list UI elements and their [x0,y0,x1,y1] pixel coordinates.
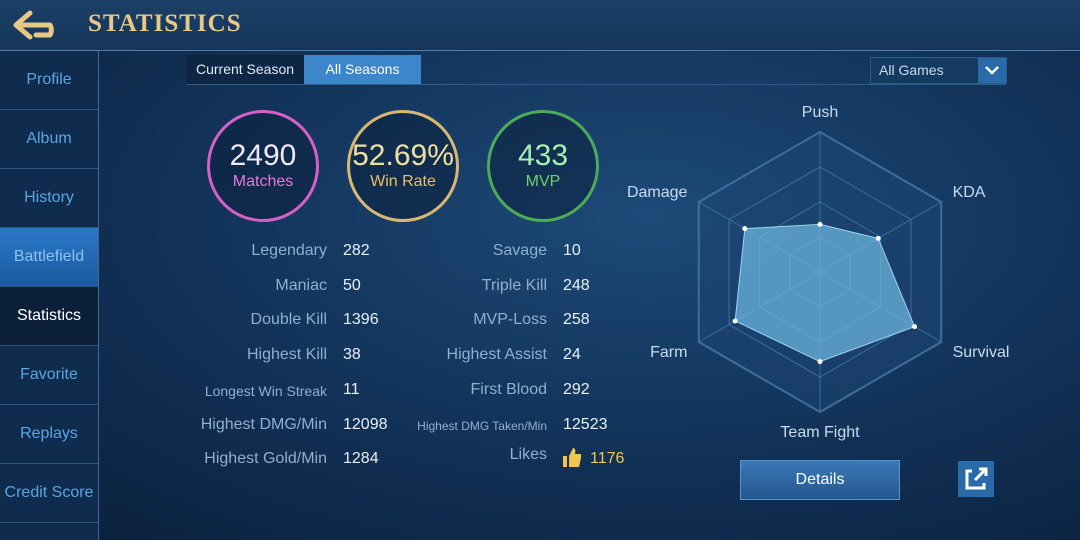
radar-axis-label: Farm [650,344,687,361]
stat-value: 12098 [343,415,388,433]
header-bar: STATISTICS [0,0,1080,51]
stat-label: Highest DMG Taken/Min [417,418,547,433]
details-button[interactable]: Details [740,460,900,500]
tab-divider [186,84,1006,85]
sidebar-item[interactable]: Credit Score [0,464,98,523]
summary-value: 52.69% [352,139,454,172]
sidebar-item[interactable]: Profile [0,51,98,110]
stat-value: 11 [343,380,360,398]
stat-label: Likes [509,446,547,464]
stat-value: 24 [563,346,581,364]
summary-label: Matches [232,173,294,190]
stat-value: 12523 [563,415,608,433]
stat-label: Longest Win Streak [204,382,327,399]
stat-value: 248 [563,276,590,294]
summary-value: 433 [517,139,569,172]
radar-axis-label: KDA [953,184,986,201]
filter-dropdown[interactable]: All Games [870,57,1007,84]
sidebar-item[interactable]: History [0,169,98,228]
stat-label: Legendary [251,242,327,259]
stat-label: Highest DMG/Min [200,415,327,433]
stat-label: Savage [492,242,547,259]
stat-value: 282 [343,242,370,259]
radar-point [817,221,823,227]
summary-label: Win Rate [370,173,436,190]
stat-label: Highest Assist [446,346,547,364]
stat-value: 10 [563,242,581,259]
sidebar-item[interactable]: Battlefield [0,228,98,287]
season-tab[interactable]: Current Season [186,55,304,84]
sidebar: Profile Album History Battlefield Statistics… [0,51,99,540]
stat-value: 50 [343,276,361,294]
page-title: STATISTICS [88,10,242,37]
stat-label: First Blood [470,380,547,398]
season-tab[interactable]: All Seasons [304,55,421,84]
back-button[interactable] [10,8,66,42]
stat-value: 38 [343,346,361,364]
radar-point [875,235,881,241]
summary-label: MVP [525,173,561,190]
sidebar-item[interactable]: Replays [0,405,98,464]
stat-label: Triple Kill [481,276,547,294]
radar-axis-label: Damage [627,184,688,201]
stat-value: 1396 [343,311,379,329]
summary-circle: 2490 Matches [207,110,319,222]
sidebar-item[interactable]: Statistics [0,287,98,346]
filter-label: All Games [879,62,944,78]
stat-value: 258 [563,311,590,329]
thumbs-up-icon [562,446,582,468]
dropdown-arrow [978,58,1006,83]
stat-label: Highest Kill [246,346,327,364]
stat-label: Double Kill [250,311,327,329]
radar-point [817,359,823,365]
stat-label: Highest Gold/Min [204,450,327,468]
radar-axis-label: Push [802,104,838,121]
sidebar-item[interactable]: Favorite [0,346,98,405]
summary-circle: 52.69% Win Rate [347,110,459,222]
radar-point [732,318,738,324]
radar-chart: Push KDA Survival Team Fight Farm Damage [627,104,1010,441]
radar-axis-label: Survival [953,344,1010,361]
summary-value: 2490 [229,139,297,172]
summary-circle: 433 MVP [487,110,599,222]
stat-value: 1176 [590,450,625,468]
stat-value: 1284 [343,450,379,468]
radar-point [742,226,748,232]
radar-point [912,324,918,330]
stat-label: Maniac [275,276,327,294]
stat-value: 292 [563,380,590,398]
sidebar-item[interactable]: Album [0,110,98,169]
stat-label: MVP-Loss [473,311,547,329]
radar-axis-label: Team Fight [780,424,860,441]
share-button[interactable] [957,460,995,498]
